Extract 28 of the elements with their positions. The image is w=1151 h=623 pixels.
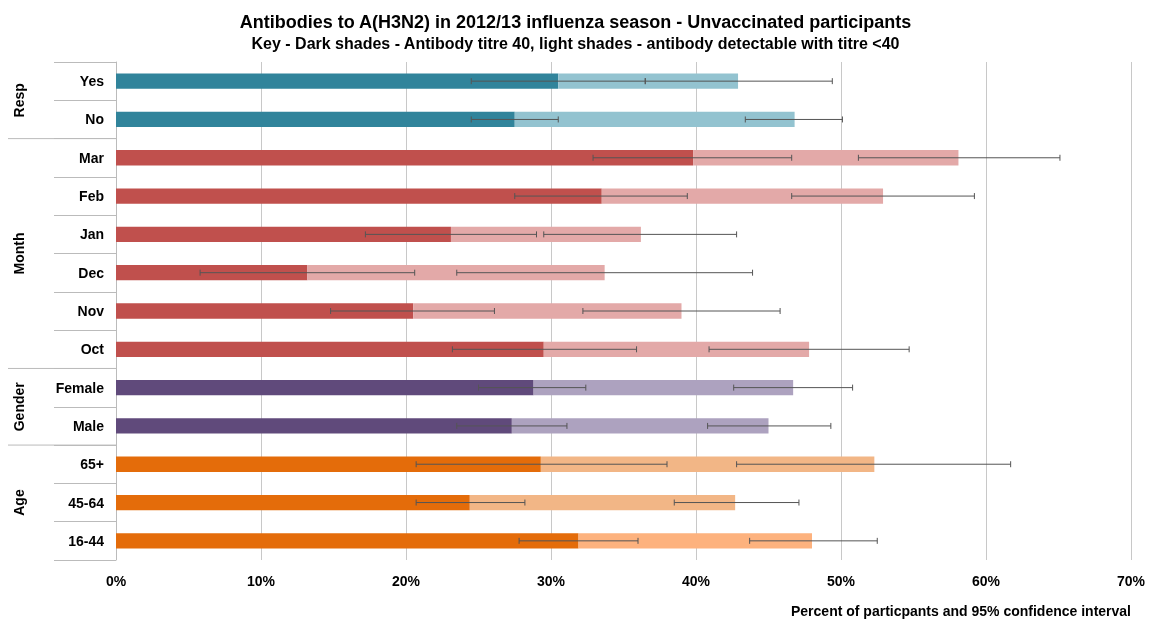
text: Month bbox=[11, 232, 27, 275]
text: Gender bbox=[11, 381, 27, 432]
x-tick-label: 60% bbox=[971, 573, 1001, 589]
y-tick-label: Female bbox=[55, 379, 105, 396]
y-tick-label: Dec bbox=[78, 264, 105, 281]
x-tick-label: 50% bbox=[826, 573, 856, 589]
text: Resp bbox=[11, 83, 27, 118]
chart-subtitle: Key - Dark shades - Antibody titre 40, light shades - antibody detectable with titre <40 bbox=[251, 34, 900, 52]
y-tick-label: Yes bbox=[79, 73, 105, 90]
x-axis-title: Percent of particpants and 95% confidence interval bbox=[791, 603, 1131, 619]
x-tick-label: 30% bbox=[536, 573, 566, 589]
y-tick-label: Nov bbox=[77, 303, 105, 319]
y-tick-label: Jan bbox=[79, 226, 104, 243]
y-tick-label: Male bbox=[72, 417, 105, 434]
x-tick-label: 10% bbox=[246, 573, 276, 589]
y-tick-label: 45-64 bbox=[68, 494, 105, 511]
x-tick-label: 70% bbox=[1116, 573, 1146, 589]
text: Age bbox=[11, 489, 27, 516]
x-tick-label: 20% bbox=[391, 573, 421, 589]
x-tick-label: 0% bbox=[105, 573, 127, 589]
y-tick-label: Oct bbox=[80, 341, 105, 358]
y-tick-label: No bbox=[85, 111, 104, 128]
chart-title: Antibodies to A(H3N2) in 2012/13 influenza season - Unvaccinated participants bbox=[239, 12, 912, 32]
x-tick-label: 40% bbox=[681, 573, 711, 589]
y-tick-label: Feb bbox=[79, 188, 104, 205]
y-tick-label: 65+ bbox=[80, 456, 104, 473]
y-tick-label: 16-44 bbox=[68, 532, 105, 549]
y-tick-label: Mar bbox=[79, 149, 105, 166]
